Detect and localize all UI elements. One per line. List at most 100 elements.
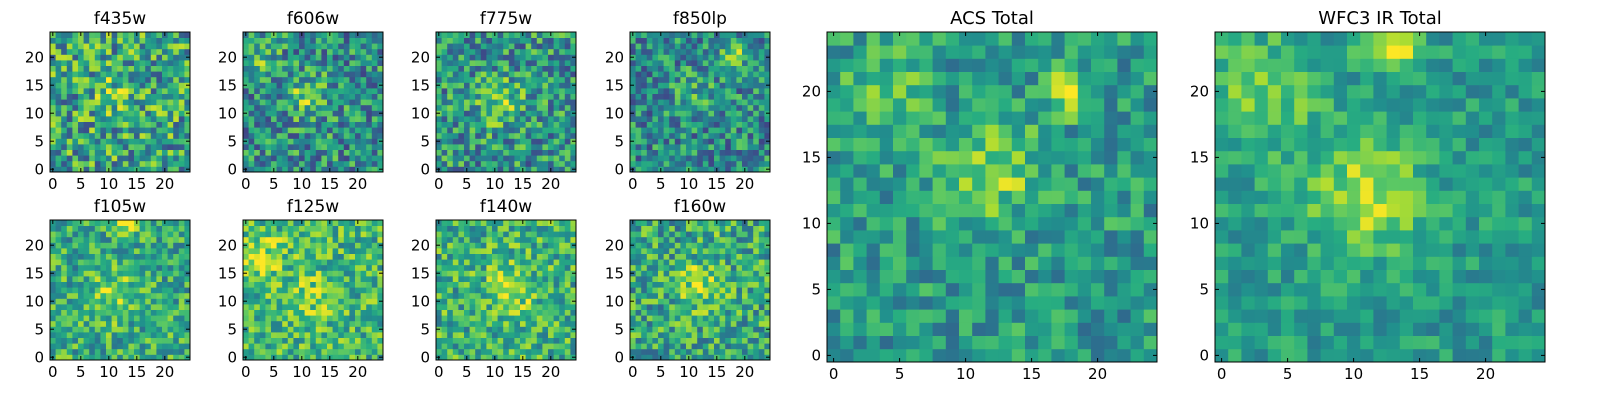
heatmap-cell bbox=[736, 343, 743, 350]
heatmap-cell bbox=[184, 160, 191, 167]
heatmap-cell bbox=[271, 270, 277, 277]
heatmap-cell bbox=[265, 281, 272, 288]
heatmap-cell bbox=[725, 54, 732, 61]
heatmap-cell bbox=[480, 225, 487, 232]
heatmap-cell bbox=[371, 320, 378, 327]
heatmap-cell bbox=[480, 116, 487, 122]
heatmap-cell bbox=[338, 121, 345, 128]
heatmap-cell bbox=[248, 236, 255, 243]
heatmap-cell bbox=[287, 166, 294, 173]
heatmap-cell bbox=[343, 354, 350, 361]
heatmap-cell bbox=[458, 270, 465, 277]
heatmap-cell bbox=[469, 220, 476, 226]
heatmap-cell bbox=[72, 144, 79, 150]
heatmap-cell bbox=[553, 48, 560, 55]
heatmap-cell bbox=[167, 60, 174, 66]
heatmap-cell bbox=[366, 264, 373, 271]
y-tick-label: 10 bbox=[25, 292, 44, 310]
heatmap-cell bbox=[730, 71, 737, 78]
heatmap-cell bbox=[128, 48, 135, 55]
heatmap-cell bbox=[452, 236, 459, 243]
heatmap-cell bbox=[464, 110, 470, 117]
heatmap-cell bbox=[436, 253, 442, 260]
heatmap-cell bbox=[310, 37, 317, 44]
heatmap-cell bbox=[697, 65, 704, 72]
heatmap-cell bbox=[708, 71, 715, 78]
heatmap-cell bbox=[83, 71, 90, 78]
heatmap-cell bbox=[50, 343, 56, 350]
heatmap-cell bbox=[548, 76, 554, 83]
heatmap-cell bbox=[536, 76, 543, 83]
heatmap-cell bbox=[492, 242, 498, 249]
heatmap-cell bbox=[50, 276, 56, 282]
heatmap-cell bbox=[436, 48, 442, 55]
heatmap-cell bbox=[736, 348, 743, 355]
heatmap-cell bbox=[686, 71, 692, 78]
heatmap-cell bbox=[559, 276, 566, 282]
heatmap-cell bbox=[299, 270, 305, 277]
heatmap-cell bbox=[156, 60, 163, 66]
heatmap-cell bbox=[134, 259, 140, 266]
heatmap-cell bbox=[753, 54, 760, 61]
heatmap-cell bbox=[714, 332, 720, 338]
heatmap-cell bbox=[55, 236, 62, 243]
heatmap-cell bbox=[167, 93, 174, 100]
heatmap-cell bbox=[338, 248, 345, 254]
heatmap-cell bbox=[531, 132, 538, 139]
heatmap-cell bbox=[536, 93, 543, 100]
heatmap-cell bbox=[702, 54, 709, 61]
heatmap-cell bbox=[686, 287, 692, 294]
heatmap-cell bbox=[111, 253, 118, 260]
heatmap-cell bbox=[520, 281, 526, 288]
heatmap-cell bbox=[243, 127, 249, 134]
heatmap-cell bbox=[753, 104, 760, 111]
heatmap-cell bbox=[332, 127, 339, 134]
heatmap-cell bbox=[371, 225, 378, 232]
heatmap-cell bbox=[248, 298, 255, 305]
heatmap-cell bbox=[310, 220, 317, 226]
heatmap-cell bbox=[736, 121, 743, 128]
heatmap-cell bbox=[248, 276, 255, 282]
heatmap-cell bbox=[282, 253, 289, 260]
heatmap-cell bbox=[669, 99, 676, 106]
heatmap-cell bbox=[486, 337, 493, 344]
heatmap-cell bbox=[458, 276, 465, 282]
heatmap-cell bbox=[753, 144, 760, 150]
heatmap-cell bbox=[508, 281, 515, 288]
heatmap-cell bbox=[78, 326, 84, 333]
heatmap-cell bbox=[94, 166, 101, 173]
heatmap-cell bbox=[564, 149, 571, 156]
heatmap-cell bbox=[100, 76, 107, 83]
heatmap-cell bbox=[117, 253, 124, 260]
heatmap-cell bbox=[441, 116, 448, 122]
heatmap-cell bbox=[321, 132, 328, 139]
heatmap-cell bbox=[464, 127, 470, 134]
heatmap-cell bbox=[475, 99, 482, 106]
heatmap-cell bbox=[658, 37, 664, 44]
heatmap-cell bbox=[531, 259, 538, 266]
heatmap-cell bbox=[458, 82, 465, 89]
heatmap-cell bbox=[349, 60, 356, 66]
heatmap-cell bbox=[719, 110, 726, 117]
heatmap-cell bbox=[514, 48, 521, 55]
heatmap-cell bbox=[327, 110, 333, 117]
heatmap-cell bbox=[531, 127, 538, 134]
heatmap-cell bbox=[514, 225, 521, 232]
heatmap-cell bbox=[83, 37, 90, 44]
heatmap-cell bbox=[542, 43, 549, 50]
heatmap-cell bbox=[536, 343, 543, 350]
heatmap-cell bbox=[327, 65, 333, 72]
heatmap-cell bbox=[78, 281, 84, 288]
axes-frame bbox=[629, 31, 771, 173]
heatmap-cell bbox=[503, 253, 510, 260]
heatmap-cell bbox=[542, 88, 549, 94]
heatmap-cell bbox=[514, 315, 521, 322]
heatmap-cell bbox=[61, 270, 68, 277]
heatmap-cell bbox=[282, 220, 289, 226]
heatmap-cell bbox=[304, 332, 311, 338]
heatmap-cell bbox=[486, 104, 493, 111]
heatmap-cell bbox=[106, 270, 112, 277]
heatmap-cell bbox=[764, 127, 771, 134]
heatmap-cell bbox=[100, 43, 107, 50]
heatmap-cell bbox=[514, 348, 521, 355]
